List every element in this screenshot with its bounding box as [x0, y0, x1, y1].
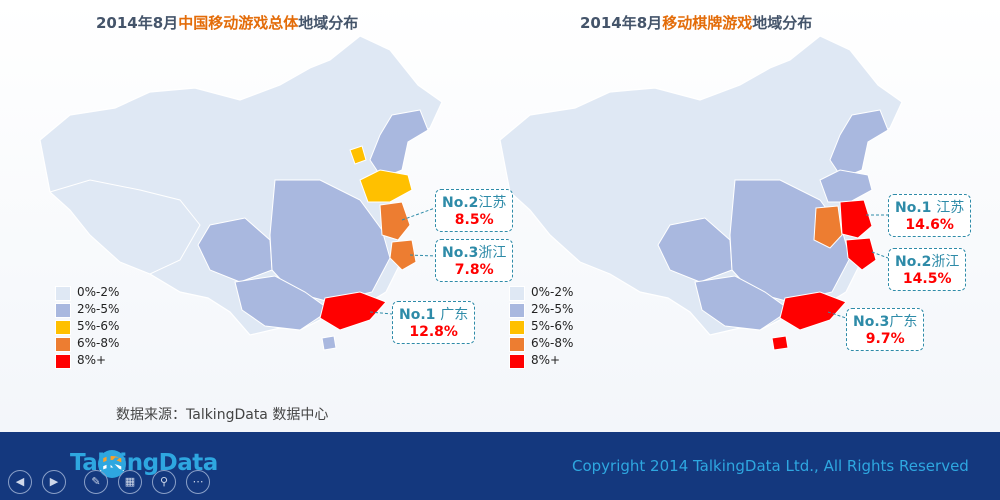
zoom-icon[interactable]: ⚲: [152, 470, 176, 494]
callout-province: 广东: [889, 314, 918, 330]
left-china-map: [39, 35, 443, 351]
region-central-blue: [269, 179, 391, 303]
legend-label: 6%-8%: [77, 336, 120, 350]
legend-label: 6%-8%: [531, 336, 574, 350]
legend-label: 2%-5%: [531, 302, 574, 316]
callout-province: 江苏: [936, 200, 965, 216]
right-callout-guangdong: No.3广东 9.7%: [846, 308, 925, 351]
legend-swatch: [509, 320, 525, 335]
region-hainan: [321, 335, 337, 351]
callout-percent: 8.5%: [454, 212, 494, 228]
left-title-highlight: 中国移动游戏总体: [178, 14, 299, 32]
region-jiangsu: [839, 199, 873, 239]
callout-percent: 9.7%: [865, 331, 905, 347]
callout-rank: No.2: [895, 254, 932, 270]
data-source-note: 数据来源：TalkingData 数据中心: [116, 407, 329, 423]
region-beijing: [349, 145, 367, 165]
callout-percent: 7.8%: [454, 262, 494, 278]
callout-rank: No.2: [442, 195, 479, 211]
callout-percent: 14.6%: [905, 217, 954, 233]
right-map-title: 2014年8月移动棋牌游戏地域分布: [580, 12, 812, 33]
legend-label: 8%+: [531, 353, 561, 367]
legend-label: 0%-2%: [531, 285, 574, 299]
region-sichuan: [197, 217, 273, 283]
connector-jiangsu: [401, 207, 436, 221]
legend-label: 5%-6%: [531, 319, 574, 333]
region-northeast-blue: [369, 109, 429, 179]
talkingdata-logo-icon: [98, 450, 126, 478]
left-callout-jiangsu: No.2江苏 8.5%: [435, 189, 514, 232]
region-shandong: [819, 169, 873, 203]
region-guangdong: [779, 291, 847, 331]
callout-percent: 14.5%: [902, 271, 952, 287]
region-northeast-blue: [829, 109, 889, 179]
right-china-map: [499, 35, 903, 351]
legend-swatch: [55, 303, 71, 318]
region-tibet: [49, 179, 201, 275]
region-anhui: [813, 205, 843, 249]
left-title-date: 2014年8月: [96, 14, 179, 32]
callout-rank: No.1: [399, 307, 441, 323]
callout-percent: 12.8%: [409, 324, 458, 340]
legend-label: 5%-6%: [77, 319, 120, 333]
slides-icon[interactable]: ▦: [118, 470, 142, 494]
prev-icon[interactable]: ◀: [8, 470, 32, 494]
legend-swatch: [55, 337, 71, 352]
region-guangdong: [319, 291, 387, 331]
region-jiangsu: [379, 201, 411, 241]
connector-guangdong: [827, 311, 847, 319]
right-callout-jiangsu: No.1 江苏 14.6%: [888, 194, 972, 237]
left-title-suffix: 地域分布: [298, 14, 359, 32]
next-icon[interactable]: ▶: [42, 470, 66, 494]
legend-label: 2%-5%: [77, 302, 120, 316]
right-title-highlight: 移动棋牌游戏: [662, 14, 753, 32]
callout-province: 广东: [440, 307, 469, 323]
legend-swatch: [509, 286, 525, 301]
legend-swatch: [509, 354, 525, 369]
region-southwest-blue: [234, 275, 331, 331]
pen-icon[interactable]: ✎: [84, 470, 108, 494]
region-zhejiang: [389, 239, 417, 271]
region-shandong: [359, 169, 413, 203]
callout-rank: No.1: [895, 200, 937, 216]
connector-zhejiang: [409, 254, 436, 257]
copyright-text: Copyright 2014 TalkingData Ltd., All Rig…: [572, 457, 969, 475]
legend-swatch: [509, 337, 525, 352]
legend-swatch: [55, 354, 71, 369]
legend-label: 0%-2%: [77, 285, 120, 299]
right-title-date: 2014年8月: [580, 14, 663, 32]
region-southwest-blue: [694, 275, 791, 331]
left-callout-zhejiang: No.3浙江 7.8%: [435, 239, 514, 282]
left-callout-guangdong: No.1 广东 12.8%: [392, 301, 476, 344]
legend-swatch: [509, 303, 525, 318]
connector-zhejiang: [871, 251, 889, 259]
legend-swatch: [55, 286, 71, 301]
right-callout-zhejiang: No.2浙江 14.5%: [888, 248, 967, 291]
legend-swatch: [55, 320, 71, 335]
callout-province: 浙江: [931, 254, 960, 270]
legend-label: 8%+: [77, 353, 107, 367]
callout-rank: No.3: [442, 245, 479, 261]
left-map-title: 2014年8月中国移动游戏总体地域分布: [96, 12, 358, 33]
connector-guangdong: [369, 311, 393, 315]
right-title-suffix: 地域分布: [752, 14, 813, 32]
region-sichuan: [657, 217, 733, 283]
region-zhejiang: [845, 237, 877, 271]
callout-province: 江苏: [478, 195, 507, 211]
callout-rank: No.3: [853, 314, 890, 330]
callout-province: 浙江: [478, 245, 507, 261]
more-icon[interactable]: ⋯: [186, 470, 210, 494]
region-hainan: [771, 335, 789, 351]
